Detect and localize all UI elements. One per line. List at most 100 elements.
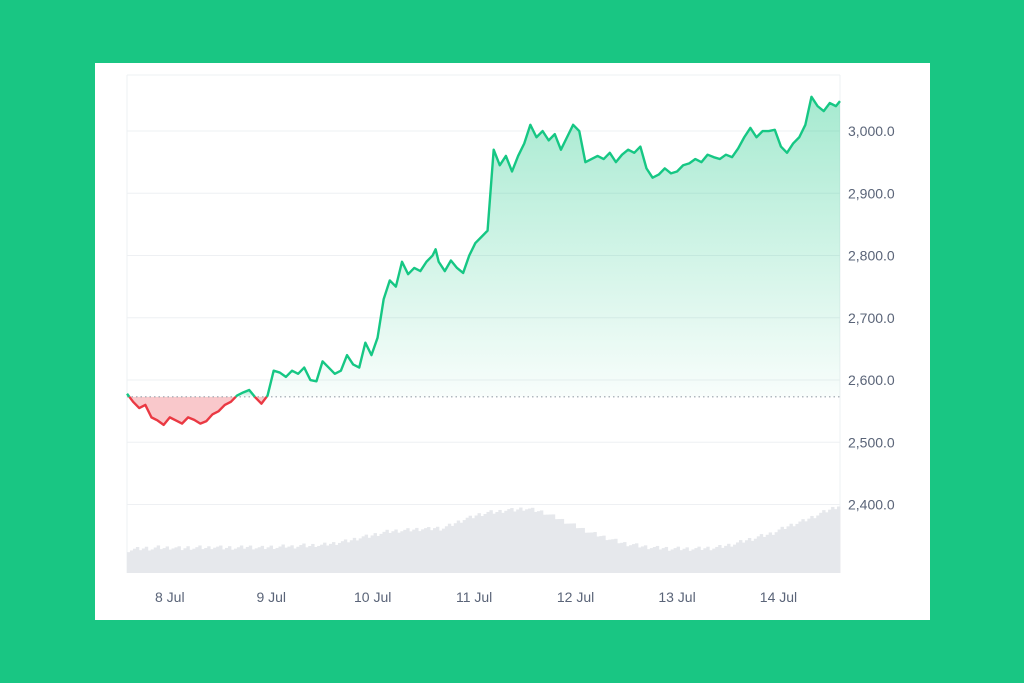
volume-bar — [611, 539, 615, 573]
y-tick-label: 2,900.0 — [848, 185, 895, 201]
volume-bar — [326, 545, 330, 573]
volume-bar — [501, 512, 505, 573]
volume-bar — [682, 548, 686, 573]
chart-card: 2,400.0 2,500.0 2,600.0 2,700.0 2,800.0 2,900… — [95, 63, 930, 620]
volume-bar — [774, 532, 779, 573]
price-line-down — [253, 396, 268, 405]
volume-bar — [747, 538, 752, 573]
volume-bar — [792, 526, 796, 573]
volume-bar — [144, 546, 149, 573]
volume-bar — [554, 519, 559, 573]
volume-bar — [483, 513, 487, 573]
volume-bar — [438, 530, 443, 573]
volume-bar — [225, 547, 229, 573]
volume-bar — [542, 514, 547, 573]
volume-bar — [296, 546, 300, 573]
volume-bar — [382, 531, 386, 573]
volume-bar — [777, 529, 781, 573]
volume-bar — [352, 537, 357, 573]
volume-bar — [355, 540, 360, 573]
volume-bar — [394, 529, 398, 573]
volume-bar — [204, 548, 208, 573]
volume-bar — [557, 519, 562, 573]
volume-bar — [831, 506, 835, 573]
x-tick-label: 12 Jul — [557, 589, 594, 605]
volume-bar — [798, 521, 802, 573]
volume-bar — [599, 536, 603, 573]
volume-bar — [418, 531, 422, 573]
volume-bar — [733, 544, 737, 573]
volume-bar — [498, 509, 502, 573]
x-tick-label: 11 Jul — [456, 589, 492, 605]
volume-bar — [697, 546, 701, 573]
area-layer — [127, 96, 840, 425]
volume-bar — [198, 545, 202, 573]
volume-bar — [462, 520, 467, 573]
volume-bar — [620, 542, 624, 573]
volume-bar — [673, 548, 678, 573]
volume-bar — [305, 547, 309, 573]
volume-bar — [287, 546, 291, 573]
volume-bar — [219, 545, 223, 573]
volume-bar — [242, 548, 247, 573]
volume-bar — [685, 547, 689, 573]
volume-bar — [415, 527, 419, 573]
volume-bar — [465, 517, 470, 573]
volume-bar — [233, 548, 238, 573]
volume-bar — [311, 543, 315, 573]
volume-bar — [635, 543, 639, 573]
volume-bar — [201, 549, 205, 573]
volume-bar — [257, 547, 262, 573]
x-tick-label: 10 Jul — [354, 589, 391, 605]
volume-bar — [632, 544, 636, 573]
volume-bar — [676, 546, 680, 573]
volume-bar — [129, 550, 134, 573]
volume-bar — [400, 531, 404, 573]
volume-bar — [560, 518, 565, 573]
volume-bar — [450, 525, 455, 573]
line-layer — [126, 95, 841, 427]
volume-bar — [156, 545, 161, 573]
volume-bar — [566, 523, 571, 573]
volume-bar — [162, 548, 167, 573]
volume-bar — [780, 526, 784, 573]
volume-bar — [239, 545, 244, 573]
volume-bar — [807, 518, 811, 573]
volume-bar — [141, 548, 146, 573]
volume-bar — [691, 549, 695, 573]
volume-bar — [492, 513, 496, 573]
volume-bar — [435, 526, 440, 573]
volume-bar — [837, 506, 841, 573]
volume-bar — [569, 523, 574, 573]
volume-bar — [637, 547, 642, 573]
volume-bar — [147, 550, 152, 573]
volume-bar — [679, 550, 683, 573]
y-tick-label: 2,400.0 — [848, 497, 895, 513]
volume-bar — [272, 549, 276, 573]
volume-bar — [578, 528, 582, 573]
volume-bar — [551, 514, 556, 573]
volume-bar — [174, 547, 178, 573]
volume-bar — [331, 542, 336, 573]
volume-bar — [510, 508, 514, 573]
volume-bar — [245, 546, 250, 573]
volume-bar — [329, 543, 333, 573]
volume-bar — [189, 549, 193, 573]
volume-bar — [210, 549, 214, 573]
volume-bar — [706, 546, 710, 573]
volume-bar — [545, 514, 550, 573]
volume-bar — [525, 509, 529, 573]
volume-bar — [222, 549, 226, 573]
volume-bar — [421, 529, 425, 573]
volume-bar — [281, 544, 285, 573]
volume-bar — [593, 532, 597, 573]
volume-bar — [207, 546, 211, 573]
volume-bar — [741, 542, 746, 573]
volume-bar — [275, 547, 279, 573]
volume-bar — [456, 520, 461, 573]
volume-bar — [828, 509, 832, 573]
volume-bar — [825, 512, 829, 573]
volume-bar — [228, 546, 232, 573]
volume-bar — [337, 542, 342, 573]
volume-bar — [427, 527, 431, 573]
